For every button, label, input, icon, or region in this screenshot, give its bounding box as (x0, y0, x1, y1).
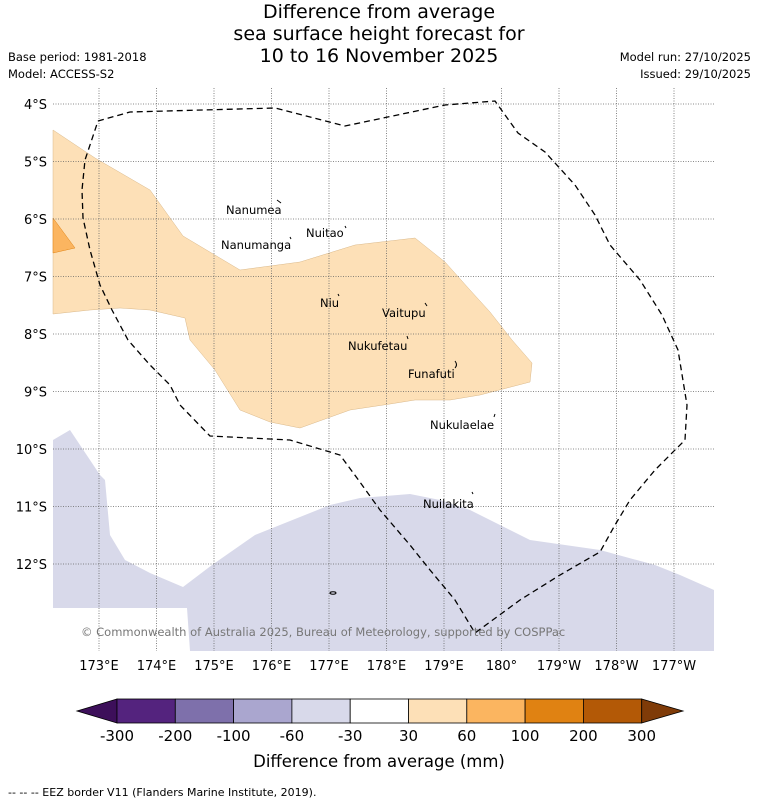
colorbar-tick-label: -300 (100, 727, 134, 745)
negative-30-60-region (53, 430, 714, 651)
lon-tick-label: 175°E (194, 659, 234, 674)
issued-text: Issued: 29/10/2025 (640, 67, 751, 81)
colorbar-tick-label: 200 (569, 727, 598, 745)
island-funafuti-marker (454, 360, 457, 369)
colorbar-label: Difference from average (mm) (253, 752, 505, 771)
eez-border (81, 100, 688, 634)
colorbar-segment (116, 698, 176, 724)
colorbar-segment (233, 698, 293, 724)
colorbar-segment (291, 698, 351, 724)
colorbar-tick-label: 60 (457, 727, 476, 745)
lat-tick-label: 8°S (24, 328, 47, 343)
lon-tick-label: 180° (486, 659, 517, 674)
place-label-nanumea: Nanumea (226, 203, 282, 217)
lon-tick-label: 177°E (309, 659, 349, 674)
colorbar-segment (583, 698, 643, 724)
graticule (53, 88, 714, 651)
lat-tick-label: 6°S (24, 213, 47, 228)
model-text: Model: ACCESS-S2 (8, 67, 115, 81)
colorbar-tick-label: -100 (217, 727, 251, 745)
island-markers (276, 199, 496, 595)
colorbar-tick-label: 300 (627, 727, 656, 745)
positive-30-60-region (52, 129, 533, 429)
place-label-nanumanga: Nanumanga (221, 238, 291, 252)
place-label-funafuti: Funafuti (408, 367, 455, 381)
lon-tick-label: 176°E (252, 659, 292, 674)
place-label-niu: Niu (320, 296, 339, 310)
island-nuitao-marker (344, 225, 347, 229)
island-nanumanga-marker (289, 236, 292, 240)
island-small-marker (329, 591, 337, 595)
island-nukufetau-marker (406, 335, 409, 340)
lon-tick-label: 179°W (537, 659, 581, 674)
colorbar-extend-low (75, 698, 118, 724)
colorbar-segment (524, 698, 584, 724)
island-nanumea-marker (276, 199, 282, 204)
island-nuilakita-marker (471, 491, 474, 495)
place-label-nukufetau: Nukufetau (348, 339, 407, 353)
island-nukulaelae-marker (493, 413, 496, 418)
base-period-text: Base period: 1981-2018 (8, 50, 147, 64)
colorbar: -300 -200 -100 -60 -30 30 60 100 200 300 (75, 698, 685, 745)
lat-tick-label: 9°S (24, 386, 47, 401)
lon-tick-label: 178°E (367, 659, 407, 674)
island-vaitupu-marker (424, 302, 428, 307)
lon-tick-label: 179°E (424, 659, 464, 674)
colorbar-segment (408, 698, 468, 724)
lat-tick-label: 4°S (24, 98, 47, 113)
lon-tick-label: 174°E (137, 659, 177, 674)
colorbar-segment (466, 698, 526, 724)
positive-60-100-region (52, 217, 76, 254)
map-title-line-3: 10 to 16 November 2025 (259, 45, 499, 67)
anomaly-regions (52, 129, 714, 651)
map-title-line-2: sea surface height forecast for (233, 23, 525, 45)
colorbar-tick-label: -200 (158, 727, 192, 745)
place-label-nuilakita: Nuilakita (423, 497, 474, 511)
colorbar-extend-high (641, 698, 685, 724)
lat-tick-label: 10°S (16, 443, 47, 458)
colorbar-segment (174, 698, 235, 724)
lat-tick-label: 11°S (16, 501, 47, 516)
lat-tick-label: 5°S (24, 156, 47, 171)
colorbar-tick-label: 100 (511, 727, 540, 745)
lon-tick-label: 173°E (79, 659, 119, 674)
island-niu-marker (337, 293, 340, 297)
lat-tick-label: 7°S (24, 271, 47, 286)
eez-legend-note: -- -- -- EEZ border V11 (Flanders Marine… (8, 786, 317, 799)
place-label-nuitao: Nuitao (306, 226, 344, 240)
map-title-line-1: Difference from average (262, 1, 496, 23)
lon-tick-label: 178°W (594, 659, 638, 674)
colorbar-tick-label: -60 (280, 727, 305, 745)
model-run-text: Model run: 27/10/2025 (619, 50, 751, 64)
colorbar-segment (349, 698, 409, 724)
lat-tick-label: 12°S (16, 558, 47, 573)
colorbar-tick-label: 30 (399, 727, 418, 745)
place-label-nukulaelae: Nukulaelae (430, 418, 494, 432)
lon-tick-label: 177°W (652, 659, 696, 674)
place-label-vaitupu: Vaitupu (382, 306, 426, 320)
colorbar-tick-label: -30 (338, 727, 363, 745)
copyright-text: © Commonwealth of Australia 2025, Bureau… (81, 625, 565, 639)
